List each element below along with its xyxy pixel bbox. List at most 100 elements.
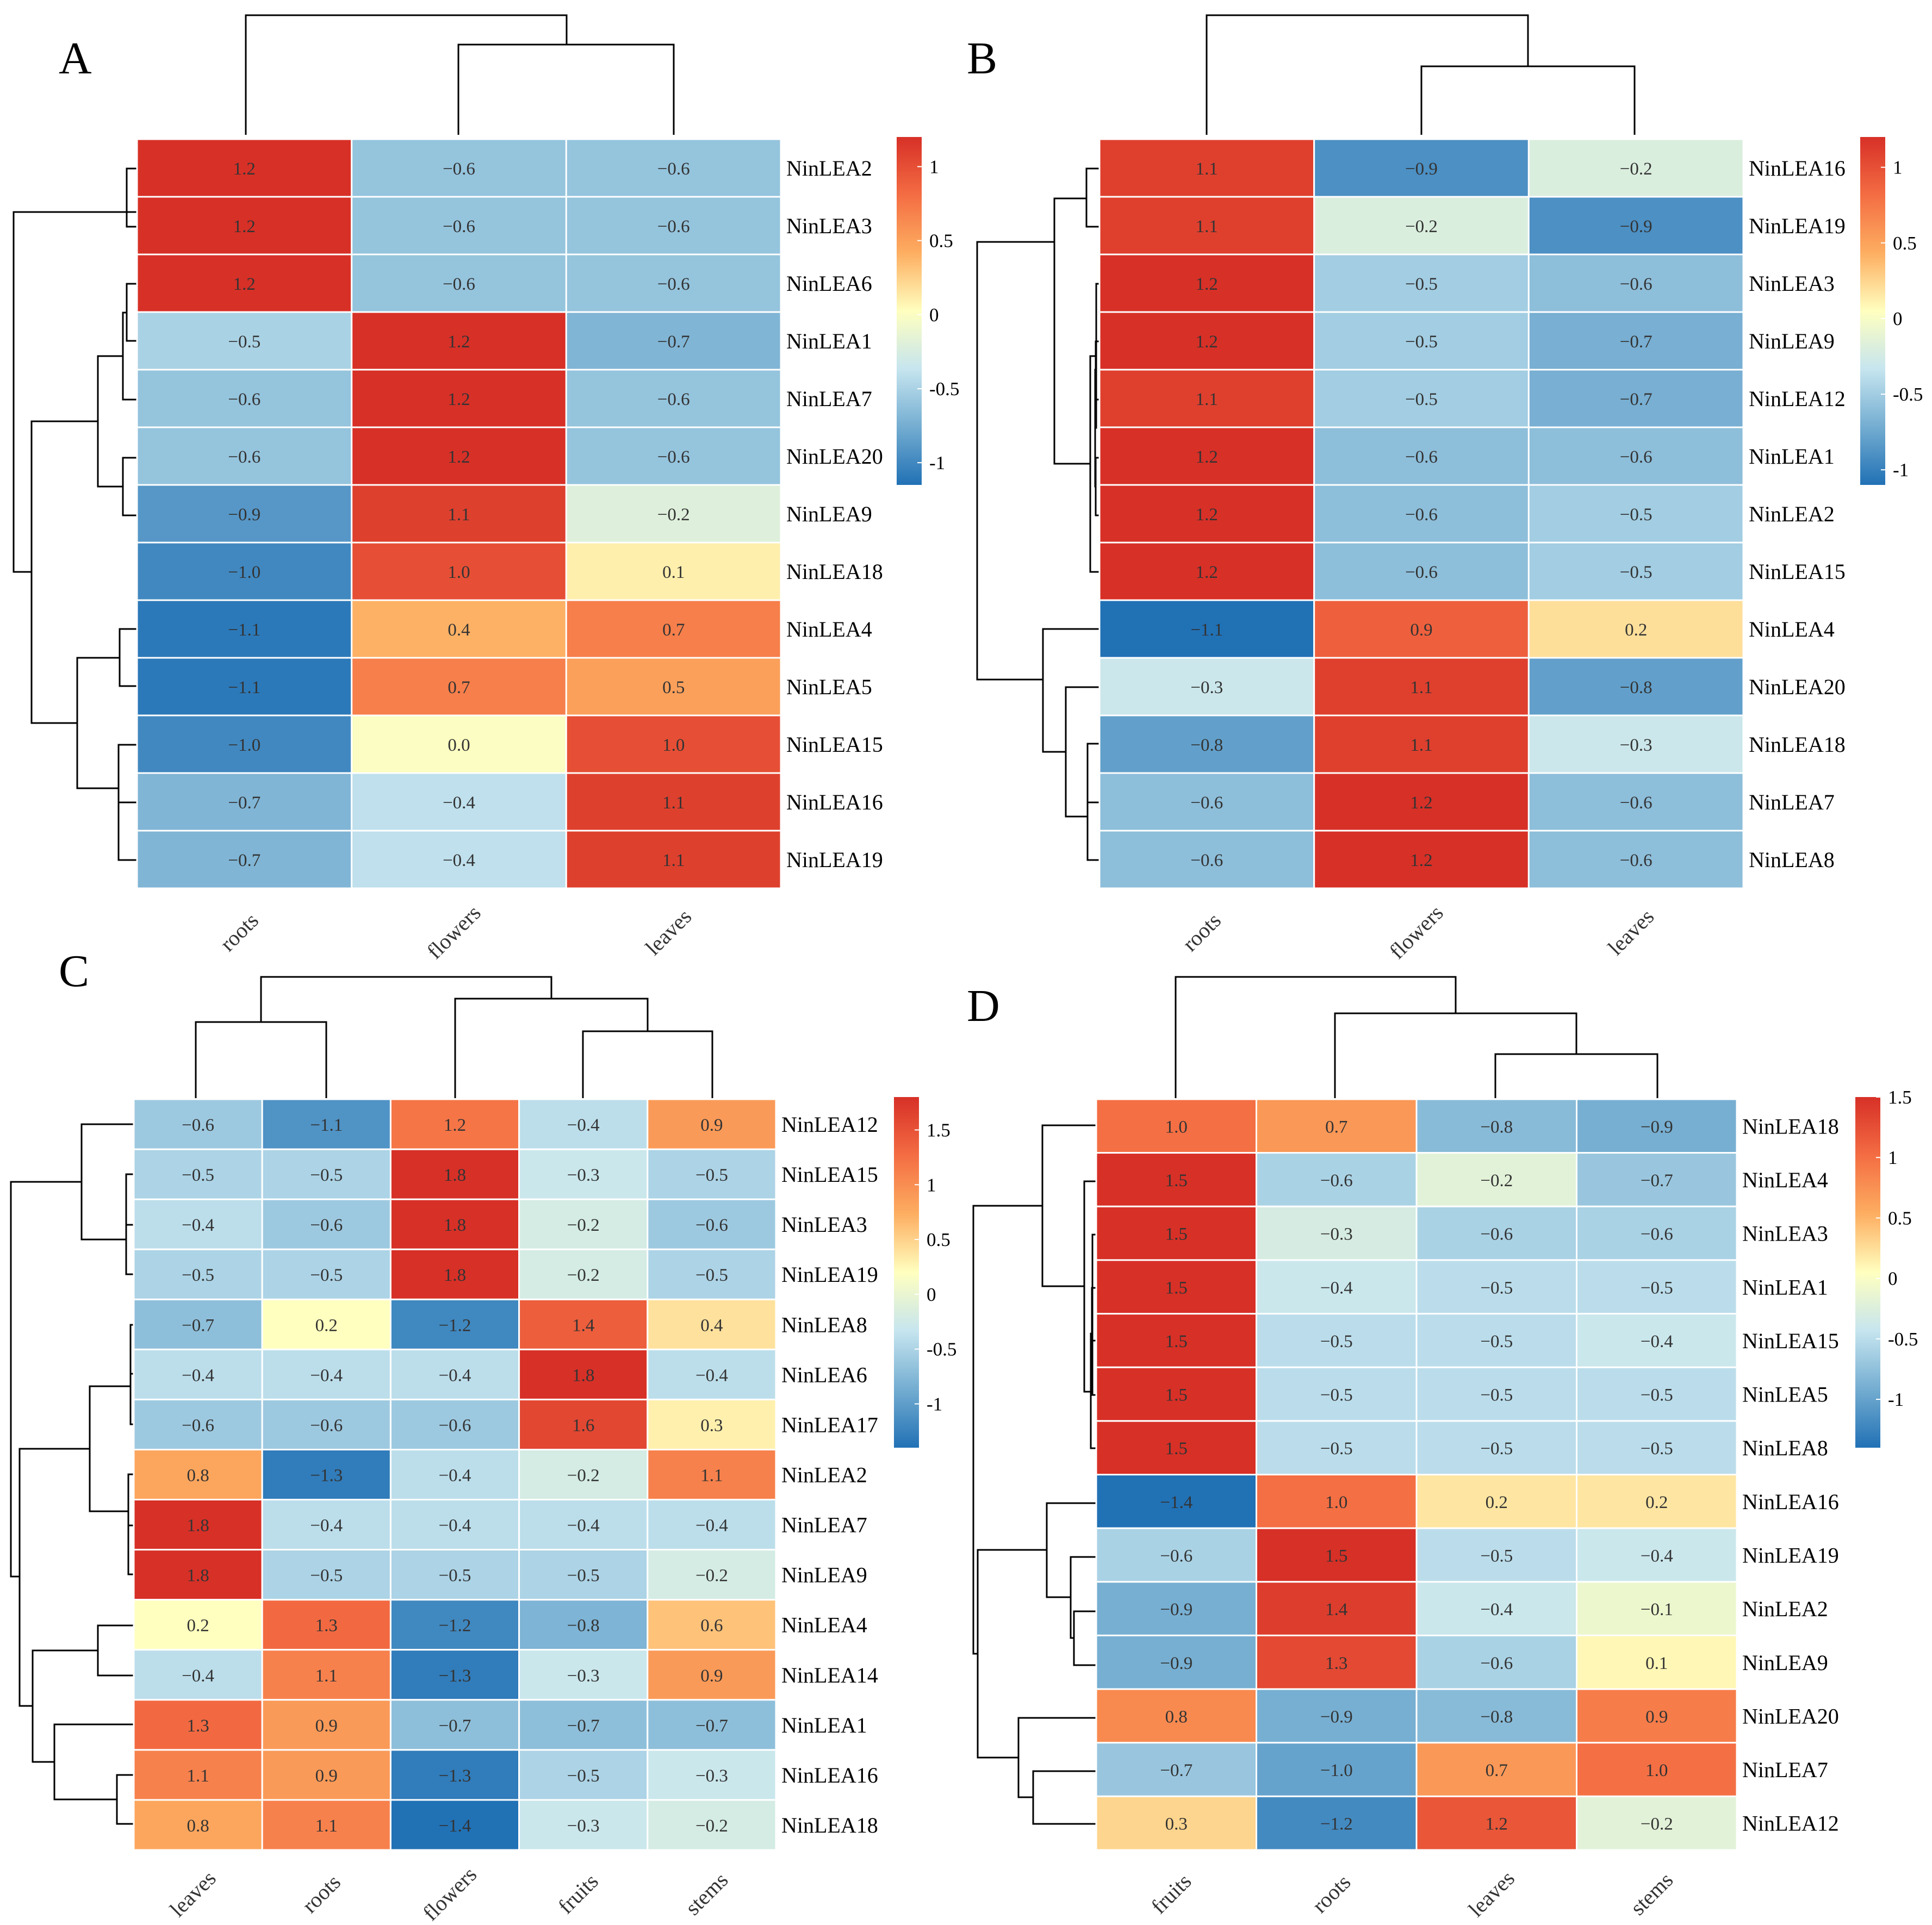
panel-b-column-labels: roots flowers leaves	[1178, 900, 1659, 964]
cell-value-label: 1.8	[444, 1166, 466, 1185]
cell-value-label: −0.9	[1405, 159, 1438, 179]
cell-value-label: −0.4	[182, 1366, 214, 1385]
heatmap-cell	[389, 1649, 520, 1701]
row-label: NinLEA17	[781, 1412, 878, 1437]
heatmap-cell	[518, 1499, 649, 1551]
cell-value-label: 1.2	[1196, 563, 1218, 582]
heatmap-cell	[1256, 1474, 1418, 1529]
heatmap-cell	[261, 1499, 392, 1551]
cell-value-label: −0.2	[657, 505, 690, 525]
row-label: NinLEA4	[1749, 617, 1835, 641]
panel-a-legend: 1 0.5 0 -0.5 -1	[897, 137, 959, 485]
cell-value-label: 1.1	[662, 851, 685, 870]
heatmap-cell	[389, 1398, 520, 1450]
cell-value-label: −0.4	[695, 1366, 728, 1385]
cell-value-label: 0.3	[700, 1416, 723, 1435]
cell-value-label: 0.7	[1325, 1117, 1347, 1137]
panel-c-column-labels: leaves roots flowers fruits stems	[165, 1862, 732, 1925]
heatmap-cell	[518, 1449, 649, 1501]
heatmap-cell	[1415, 1313, 1577, 1368]
heatmap-cell	[565, 541, 782, 601]
cell-value-label: −0.6	[182, 1416, 214, 1435]
cell-value-label: 0.3	[1165, 1815, 1188, 1834]
cell-value-label: −0.6	[1641, 1225, 1673, 1244]
heatmap-cell	[1527, 599, 1744, 659]
heatmap-cell	[647, 1198, 777, 1250]
cell-value-label: 0.7	[448, 678, 470, 697]
cell-value-label: −0.4	[443, 793, 475, 813]
heatmap-cell	[1576, 1098, 1738, 1154]
cell-value-label: 0.6	[700, 1616, 723, 1636]
cell-value-label: 1.8	[572, 1366, 594, 1385]
cell-value-label: −0.7	[695, 1716, 728, 1736]
cell-value-label: 1.1	[1196, 217, 1218, 236]
row-label: NinLEA20	[786, 444, 883, 469]
column-label: leaves	[1464, 1866, 1519, 1921]
cell-value-label: −0.2	[695, 1566, 728, 1586]
cell-value-label: 0.5	[662, 678, 685, 697]
heatmap-cell	[1256, 1795, 1418, 1851]
heatmap-cell	[1098, 369, 1315, 428]
cell-value-label: −0.6	[1320, 1171, 1353, 1191]
heatmap-cell	[1256, 1098, 1418, 1154]
heatmap-cell	[133, 1098, 263, 1150]
cell-value-label: −0.4	[695, 1516, 728, 1536]
legend-tick-label: 0	[927, 1284, 936, 1305]
heatmap-cell	[1313, 830, 1530, 889]
heatmap-cell	[1527, 714, 1744, 774]
cell-value-label: −0.6	[1480, 1654, 1513, 1673]
heatmap-cell	[1415, 1420, 1577, 1475]
row-label: NinLEA18	[1742, 1114, 1839, 1138]
cell-value-label: −0.4	[310, 1366, 343, 1385]
row-label: NinLEA2	[1742, 1597, 1828, 1621]
cell-value-label: −0.7	[439, 1716, 471, 1736]
row-label: NinLEA16	[1742, 1490, 1839, 1514]
heatmap-cell	[565, 657, 782, 717]
cell-value-label: 0.7	[1486, 1761, 1508, 1780]
heatmap-cell	[1098, 772, 1315, 832]
row-label: NinLEA15	[781, 1162, 878, 1187]
cell-value-label: −0.5	[1641, 1439, 1673, 1459]
legend-tick-label: 0.5	[929, 230, 953, 252]
heatmap-cell	[261, 1699, 392, 1751]
row-label: NinLEA9	[786, 502, 872, 526]
heatmap-cell	[1256, 1205, 1418, 1261]
cell-value-label: −1.4	[1160, 1493, 1192, 1512]
heatmap-cell	[565, 311, 782, 371]
cell-value-label: −0.7	[1641, 1171, 1673, 1191]
cell-value-label: −0.4	[443, 851, 475, 870]
legend-tick-label: 1.5	[927, 1120, 951, 1141]
cell-value-label: −0.5	[1320, 1332, 1353, 1351]
cell-value-label: −0.3	[1190, 678, 1223, 697]
legend-tick-label: -0.5	[1893, 384, 1923, 405]
cell-value-label: −0.4	[439, 1366, 471, 1385]
cell-value-label: 1.8	[444, 1216, 466, 1235]
heatmap-cell	[351, 426, 567, 486]
heatmap-cell	[351, 830, 567, 889]
heatmap-cell	[565, 426, 782, 486]
cell-value-label: −0.7	[1160, 1761, 1192, 1780]
heatmap-cell	[136, 138, 353, 198]
cell-value-label: −0.7	[567, 1716, 600, 1736]
cell-value-label: 1.1	[315, 1666, 338, 1686]
row-label: NinLEA15	[1742, 1329, 1839, 1353]
row-label: NinLEA14	[781, 1663, 878, 1687]
heatmap-cell	[261, 1248, 392, 1300]
row-label: NinLEA12	[1749, 387, 1846, 411]
cell-value-label: 1.8	[187, 1516, 209, 1536]
heatmap-cell	[1256, 1420, 1418, 1475]
column-label: leaves	[165, 1866, 220, 1921]
cell-value-label: −1.1	[1190, 620, 1223, 640]
cell-value-label: −0.5	[1320, 1386, 1353, 1405]
heatmap-cell	[1527, 772, 1744, 832]
heatmap-cell	[518, 1799, 649, 1851]
cell-value-label: −0.6	[1190, 851, 1223, 870]
cell-value-label: 1.2	[444, 1116, 466, 1135]
row-label: NinLEA19	[781, 1262, 878, 1287]
heatmap-cell	[261, 1549, 392, 1601]
row-label: NinLEA8	[1742, 1436, 1828, 1460]
row-label: NinLEA8	[781, 1312, 867, 1337]
cell-value-label: −0.5	[310, 1166, 343, 1185]
heatmap-cell	[1527, 369, 1744, 428]
cell-value-label: 1.2	[1410, 793, 1432, 813]
